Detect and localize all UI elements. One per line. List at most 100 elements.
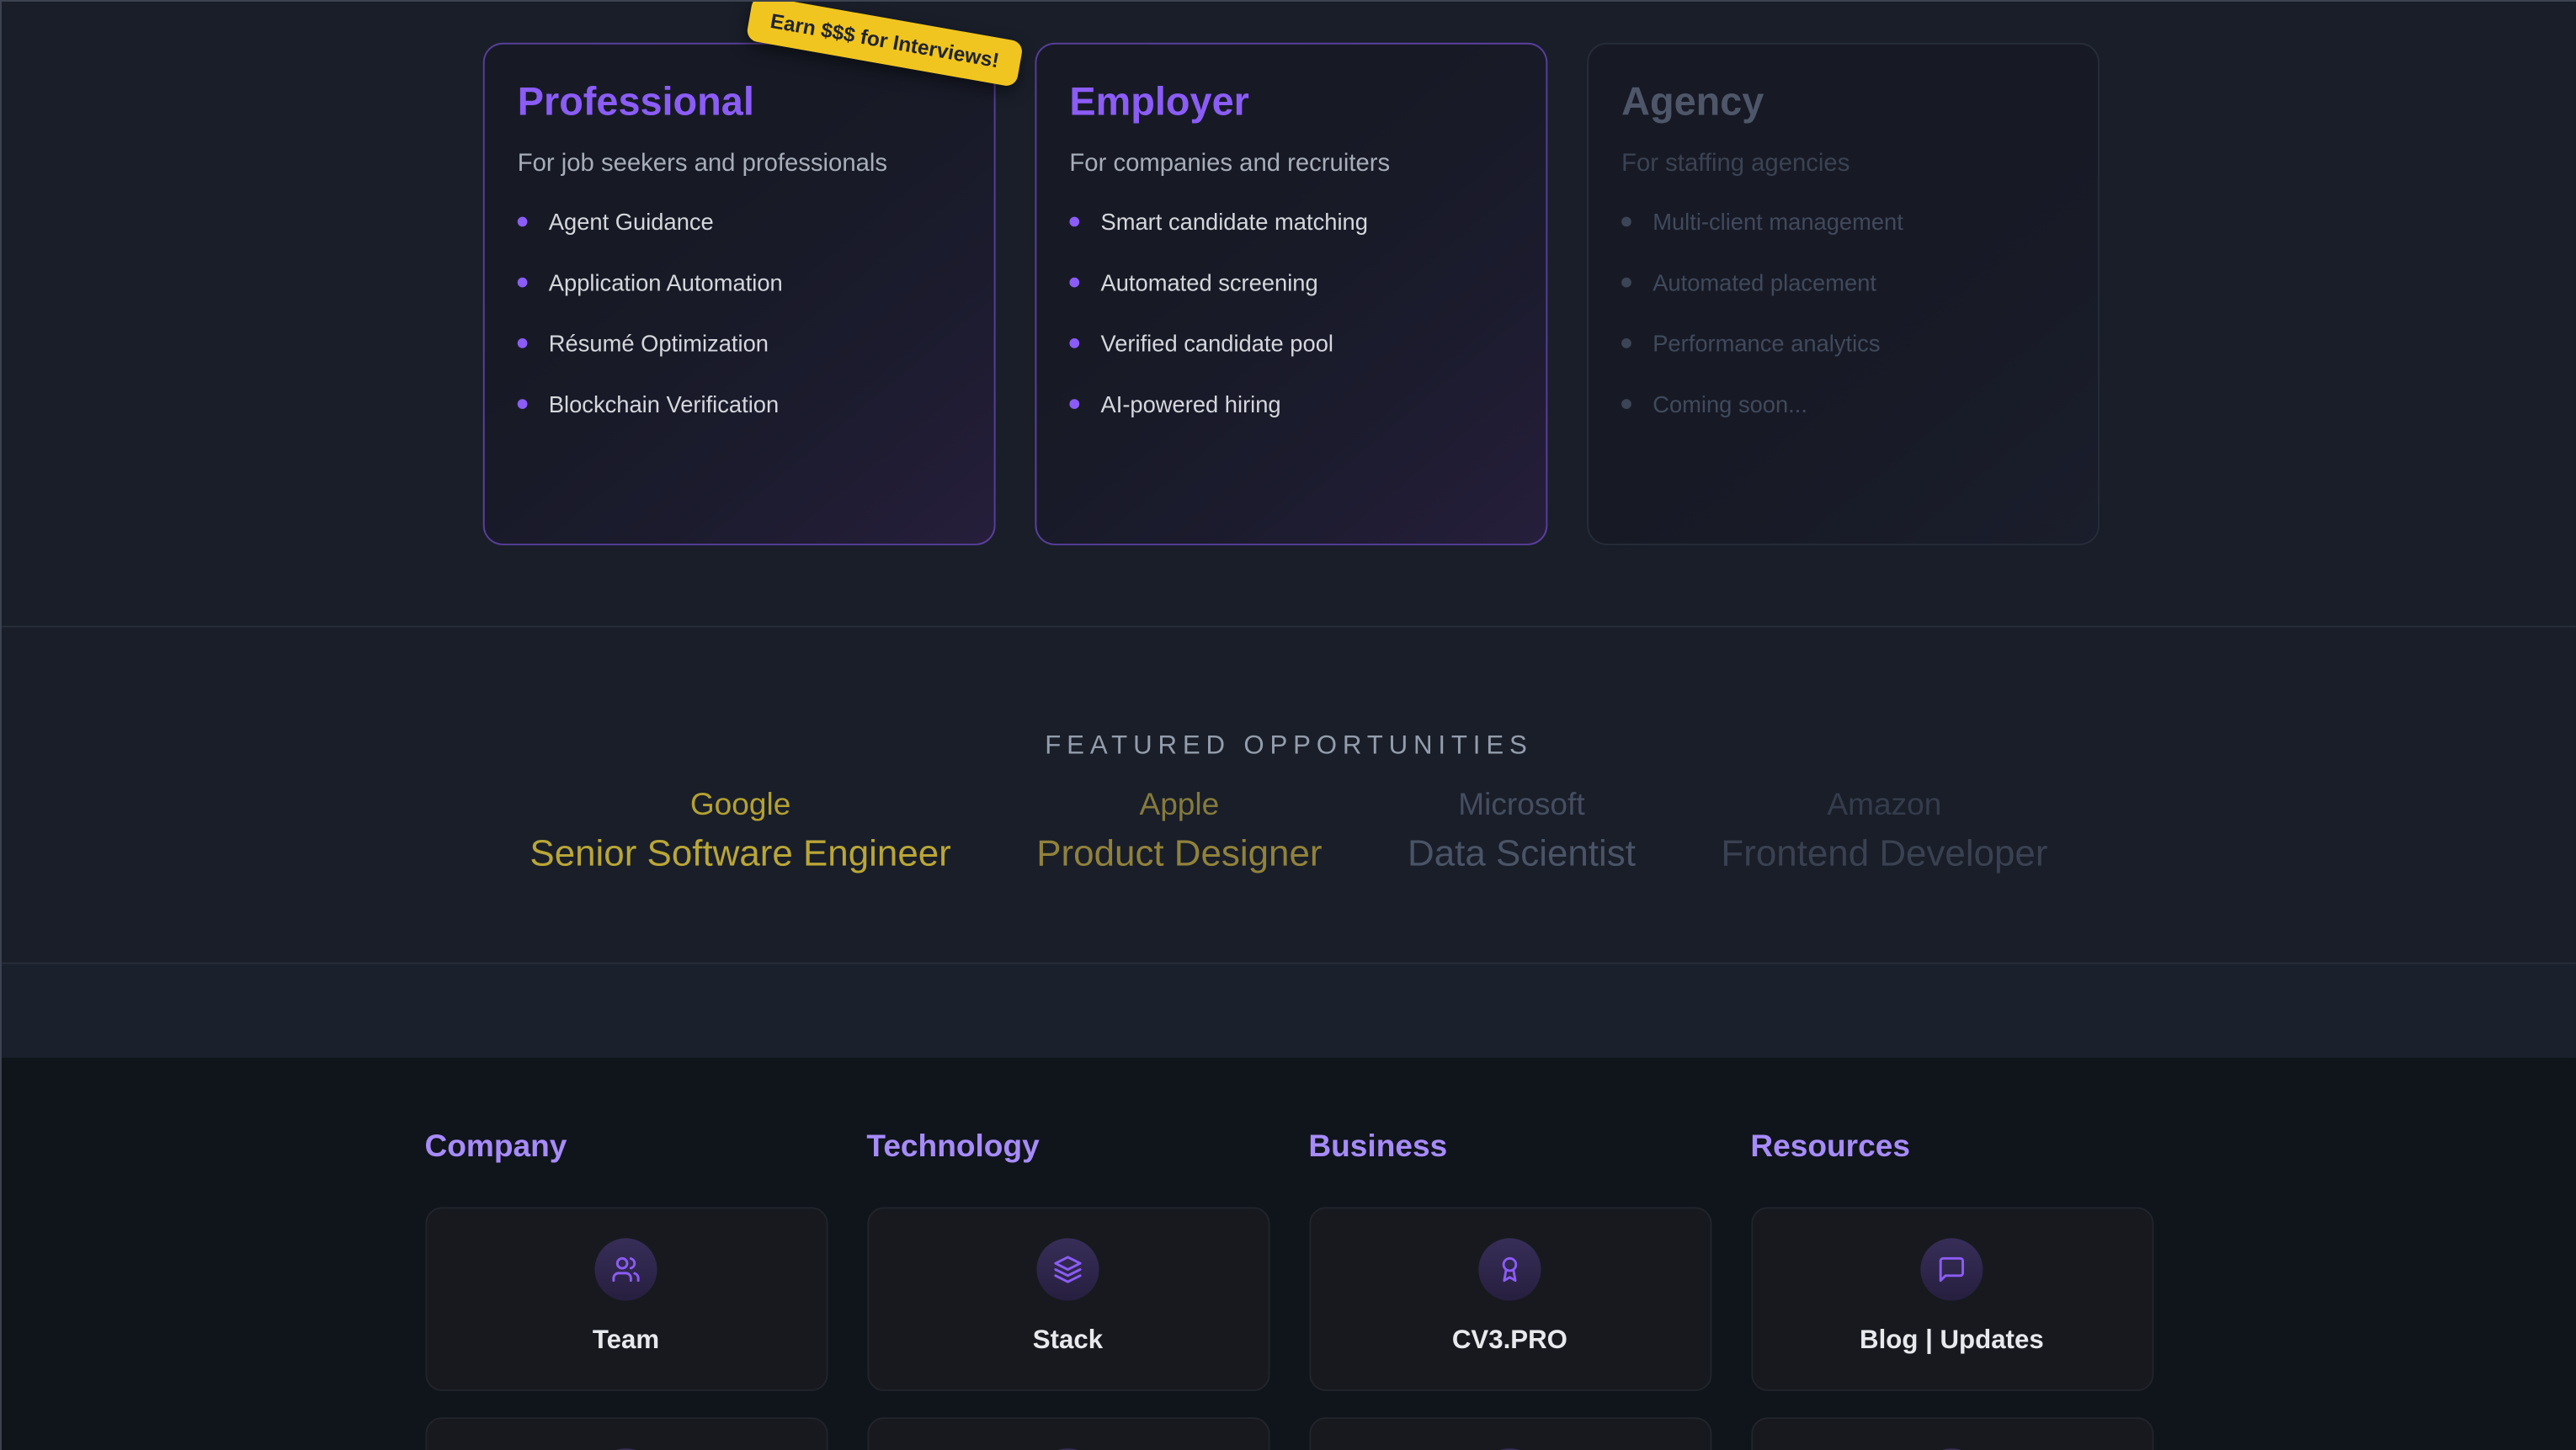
- footer-grid: Company Team Technology: [424, 1130, 2153, 1450]
- job-role: Product Designer: [1036, 832, 1323, 874]
- footer-heading: Business: [1308, 1129, 1448, 1165]
- plan-feature-label: Coming soon...: [1653, 390, 1807, 417]
- job-role: Frontend Developer: [1721, 832, 2048, 874]
- plan-feature: Agent Guidance: [517, 208, 961, 236]
- plan-feature: Résumé Optimization: [517, 332, 961, 355]
- section-divider: [1, 962, 2576, 964]
- plan-feature-list: Multi-client management Automated placem…: [1621, 210, 2065, 416]
- icon-circle: [1478, 1448, 1541, 1450]
- bullet-dot-icon: [1069, 338, 1080, 348]
- footer-heading: Company: [424, 1129, 567, 1165]
- footer-card-label: Blog | Updates: [1860, 1326, 2044, 1355]
- plan-feature-label: Blockchain Verification: [548, 390, 780, 417]
- featured-job-apple[interactable]: Apple Product Designer: [1036, 789, 1322, 875]
- bullet-dot-icon: [517, 338, 528, 348]
- icon-circle: [1920, 1238, 1983, 1301]
- job-role: Data Scientist: [1408, 832, 1636, 874]
- plan-title: Agency: [1621, 80, 1764, 125]
- icon-circle: [1036, 1238, 1099, 1301]
- footer-card-label: Stack: [1032, 1326, 1104, 1355]
- featured-job-google[interactable]: Google Senior Software Engineer: [530, 789, 950, 875]
- plan-description: For job seekers and professionals: [517, 149, 888, 178]
- bullet-dot-icon: [1069, 277, 1080, 288]
- job-company: Apple: [1139, 788, 1220, 823]
- plan-title: Employer: [1069, 80, 1249, 125]
- plan-feature-label: AI-powered hiring: [1100, 390, 1281, 417]
- bullet-dot-icon: [517, 399, 528, 409]
- footer-card-blog-updates[interactable]: Blog | Updates: [1750, 1207, 2153, 1391]
- bullet-dot-icon: [1069, 216, 1080, 227]
- icon-circle: [594, 1448, 657, 1450]
- section-divider: [1, 625, 2576, 628]
- bullet-dot-icon: [1621, 399, 1631, 409]
- footer-column-company: Company Team: [424, 1129, 828, 1450]
- footer-card-label: CV3.PRO: [1451, 1326, 1567, 1355]
- plan-feature: Automated placement: [1621, 271, 2065, 294]
- message-square-icon: [1939, 1256, 1965, 1283]
- footer-card-partial[interactable]: [866, 1417, 1269, 1450]
- plan-feature-list: Smart candidate matching Automated scree…: [1069, 210, 1513, 416]
- footer-card-partial[interactable]: [1308, 1417, 1711, 1450]
- plan-card-agency: Agency For staffing agencies Multi-clien…: [1587, 42, 2100, 545]
- bullet-dot-icon: [517, 277, 528, 288]
- job-company: Amazon: [1827, 788, 1942, 823]
- footer-column-business: Business CV3.PRO: [1308, 1130, 1711, 1450]
- plan-feature-label: Smart candidate matching: [1100, 208, 1368, 236]
- footer: Company Team Technology: [1, 1057, 2576, 1450]
- footer-card-label: Team: [592, 1326, 660, 1355]
- plan-feature-label: Automated screening: [1100, 269, 1318, 296]
- layers-icon: [1054, 1256, 1082, 1283]
- job-company: Microsoft: [1458, 788, 1585, 823]
- plan-feature: AI-powered hiring: [1069, 390, 1513, 417]
- icon-circle: [594, 1238, 657, 1301]
- plan-feature-list: Agent Guidance Application Automation Ré…: [517, 208, 961, 417]
- plans-section: Earn $$$ for Interviews! Professional Fo…: [2, 1, 2576, 626]
- interview-earnings-badge: Earn $$$ for Interviews!: [745, 1, 1025, 88]
- featured-job-microsoft[interactable]: Microsoft Data Scientist: [1408, 789, 1636, 875]
- plan-feature-label: Verified candidate pool: [1100, 330, 1333, 357]
- plan-feature-label: Automated placement: [1653, 269, 1877, 296]
- plan-feature: Verified candidate pool: [1069, 330, 1513, 357]
- icon-circle: [1036, 1448, 1099, 1450]
- featured-opportunities-section: FEATURED OPPORTUNITIES Google Senior Sof…: [2, 627, 2576, 962]
- spacer-band: [1, 964, 2576, 1058]
- footer-card-stack[interactable]: Stack: [866, 1207, 1269, 1391]
- award-icon: [1502, 1256, 1518, 1283]
- footer-card-team[interactable]: Team: [424, 1207, 828, 1391]
- featured-job-amazon[interactable]: Amazon Frontend Developer: [1721, 789, 2047, 875]
- footer-card-cv3pro[interactable]: CV3.PRO: [1308, 1207, 1711, 1391]
- icon-circle: [1478, 1238, 1541, 1301]
- bullet-dot-icon: [1069, 399, 1080, 409]
- featured-section-title: FEATURED OPPORTUNITIES: [1045, 732, 1533, 761]
- job-company: Google: [689, 788, 791, 823]
- users-icon: [612, 1256, 640, 1283]
- bullet-dot-icon: [1621, 216, 1631, 227]
- plan-feature: Coming soon...: [1621, 390, 2065, 417]
- bullet-dot-icon: [1621, 277, 1631, 288]
- plan-description: For companies and recruiters: [1069, 149, 1391, 178]
- plan-feature: Blockchain Verification: [517, 390, 961, 417]
- plan-feature: Automated screening: [1069, 271, 1513, 294]
- plan-feature: Multi-client management: [1621, 210, 2065, 233]
- footer-card-partial[interactable]: [424, 1417, 828, 1450]
- plan-card-employer[interactable]: Employer For companies and recruiters Sm…: [1035, 42, 1548, 545]
- plan-feature-label: Performance analytics: [1653, 330, 1881, 357]
- plan-feature-label: Multi-client management: [1653, 208, 1903, 236]
- plan-feature-label: Agent Guidance: [548, 208, 714, 236]
- footer-heading: Technology: [866, 1129, 1040, 1165]
- plan-feature-label: Application Automation: [548, 269, 783, 296]
- footer-column-resources: Resources Blog | Updates: [1750, 1130, 2153, 1450]
- plan-feature: Performance analytics: [1621, 330, 2065, 357]
- plans-row: Earn $$$ for Interviews! Professional Fo…: [482, 1, 2100, 545]
- footer-column-technology: Technology Stack: [866, 1130, 1269, 1450]
- icon-circle: [1920, 1448, 1983, 1450]
- footer-card-partial[interactable]: [1750, 1417, 2153, 1450]
- plan-card-professional[interactable]: Earn $$$ for Interviews! Professional Fo…: [482, 1, 1025, 545]
- footer-heading: Resources: [1750, 1129, 1910, 1165]
- bullet-dot-icon: [517, 216, 528, 227]
- plan-description: For staffing agencies: [1621, 149, 1850, 178]
- job-role: Senior Software Engineer: [530, 832, 951, 874]
- plan-feature: Application Automation: [517, 269, 961, 296]
- plan-feature: Smart candidate matching: [1069, 210, 1513, 233]
